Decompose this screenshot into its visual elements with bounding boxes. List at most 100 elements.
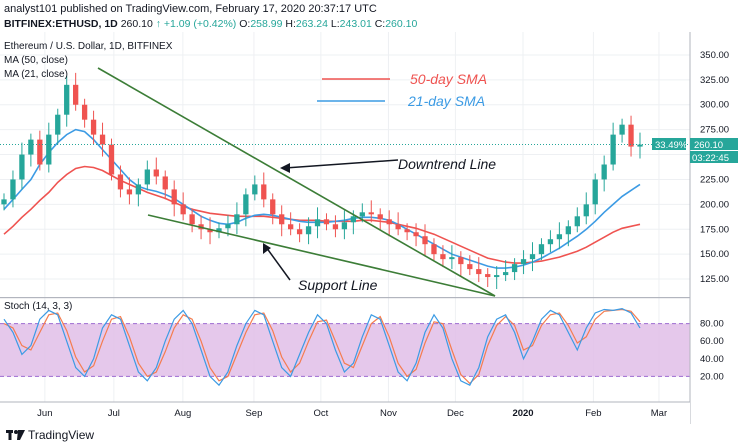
candle-body (368, 212, 374, 215)
price-tick-label: 200.00 (700, 199, 729, 210)
publisher-line: analyst101 published on TradingView.com,… (4, 3, 377, 15)
time-axis[interactable]: Jun Jul Aug Sep Oct Nov Dec 2020 Feb Mar (37, 408, 667, 419)
price-tick-label: 300.00 (700, 100, 729, 111)
candle-body (601, 164, 607, 180)
candle-body (431, 244, 437, 255)
downtrend-arrowhead (280, 163, 290, 173)
candles (0, 72, 690, 290)
candle-body (234, 214, 240, 225)
candle-body (485, 274, 491, 278)
sma21-legend-label: 21-day SMA (407, 93, 485, 109)
brand-text: TradingView (28, 428, 95, 442)
candle-body (180, 204, 186, 215)
stoch-axis[interactable]: 80.00 60.00 40.00 20.00 (700, 319, 724, 383)
change-tag-bg (652, 138, 686, 150)
stoch-tick-label: 20.00 (700, 371, 724, 382)
candle-body (99, 134, 106, 145)
candle-body (287, 224, 294, 230)
time-tick-label: Aug (174, 408, 191, 419)
candle-body (64, 84, 70, 115)
candle-body (350, 216, 357, 223)
time-tick-label: Sep (245, 408, 262, 419)
candle-body (359, 212, 365, 217)
candle-body (216, 228, 222, 233)
sma50-legend-label: 50-day SMA (410, 71, 487, 87)
candle-body (90, 119, 97, 135)
candle-body (207, 229, 213, 233)
candle-body (619, 124, 625, 135)
sma50-path (3, 165, 641, 264)
support-arrow (265, 246, 291, 281)
open-label: O: (239, 18, 251, 30)
tradingview-logo-icon (6, 430, 25, 440)
price-tick-label: 150.00 (700, 249, 729, 260)
candle-body (476, 269, 482, 275)
downtrend-line (97, 67, 496, 297)
time-tick-label: 2020 (512, 408, 533, 419)
candle-body (252, 184, 258, 195)
price-tick-label: 225.00 (700, 174, 729, 185)
candle-body (81, 104, 88, 120)
candle-body (538, 244, 545, 255)
countdown-tag: 03:22:45 (692, 153, 729, 164)
close-label: C: (374, 18, 386, 30)
high-value: 263.24 (295, 18, 328, 30)
support-line (147, 214, 496, 297)
candle-body (126, 189, 133, 195)
candle-body (440, 254, 446, 260)
candle-body (189, 214, 195, 225)
price-axis-bg (690, 32, 740, 424)
stoch-band (0, 323, 690, 377)
candle-body (1, 199, 7, 205)
candle-body (225, 224, 231, 229)
candle-body (502, 272, 509, 276)
stoch-d-line (3, 308, 641, 385)
candle-body (10, 179, 16, 200)
close-value: 260.10 (385, 18, 418, 30)
time-tick-label: Mar (651, 408, 667, 419)
price-tick-label: 275.00 (700, 125, 729, 136)
chart-title: Ethereum / U.S. Dollar, 1D, BITFINEX (4, 41, 173, 52)
sma21-line (3, 128, 641, 269)
candle-body (261, 184, 267, 200)
candle-body (583, 204, 589, 217)
candle-body (386, 219, 392, 225)
candle-body (467, 264, 473, 270)
candle-body (610, 134, 616, 165)
candle-body (135, 184, 142, 195)
candle-body (108, 144, 115, 175)
stoch-tick-label: 80.00 (700, 319, 724, 330)
time-tick-label: Feb (585, 408, 601, 419)
chart-header: analyst101 published on TradingView.com,… (0, 0, 740, 32)
candle-body (171, 189, 177, 205)
ma21-indicator: MA (21, close) (4, 69, 68, 80)
downtrend-arrow (284, 159, 399, 169)
candle-body (637, 144, 643, 147)
time-tick-label: Nov (380, 408, 397, 419)
candle-body (556, 234, 563, 240)
stoch-tick-label: 40.00 (700, 354, 724, 365)
candle-body (55, 114, 61, 135)
candle-body (296, 229, 303, 235)
candle-body (243, 194, 249, 215)
candle-body (37, 139, 43, 165)
last-price-tag: 260.10 (694, 140, 723, 151)
price-tick-label: 175.00 (700, 224, 729, 235)
candle-body (162, 176, 168, 190)
stoch-title: Stoch (14, 3, 3) (4, 301, 72, 312)
price-tick-label: 350.00 (700, 50, 729, 61)
candle-body (279, 214, 285, 225)
candle-body (19, 154, 25, 180)
stoch-tick-label: 60.00 (700, 336, 724, 347)
time-tick-label: Oct (313, 408, 328, 419)
support-arrowhead (263, 243, 271, 254)
stoch-k-line (3, 307, 641, 387)
candle-body (323, 219, 330, 225)
price-chart[interactable]: Downtrend Line Support Line 50-day SMA 2… (0, 32, 740, 424)
price-tag: 33.49% 260.10 03:22:45 (652, 138, 738, 164)
footer: TradingView (0, 424, 740, 448)
candle-body (628, 124, 634, 147)
axis-separator (0, 297, 690, 299)
time-tick-label: Jul (108, 408, 120, 419)
candle-body (565, 226, 571, 235)
